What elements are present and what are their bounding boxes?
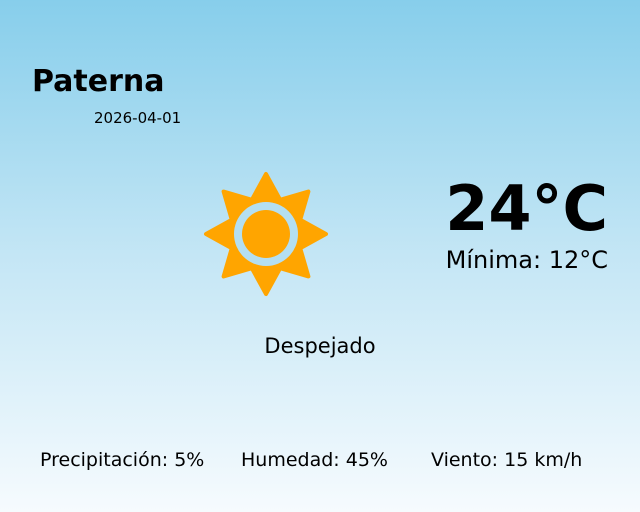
- condition-text: Despejado: [264, 334, 376, 358]
- temperature: 24°C: [445, 172, 608, 245]
- date: 2026-04-01: [94, 109, 182, 127]
- minimum-temperature: Mínima: 12°C: [445, 246, 608, 274]
- precipitation: Precipitación: 5%: [40, 449, 205, 471]
- wind: Viento: 15 km/h: [431, 449, 583, 471]
- sun-icon: [204, 172, 328, 296]
- condition: Despejado: [0, 334, 640, 358]
- city-name: Paterna: [32, 64, 165, 99]
- humidity: Humedad: 45%: [241, 449, 388, 471]
